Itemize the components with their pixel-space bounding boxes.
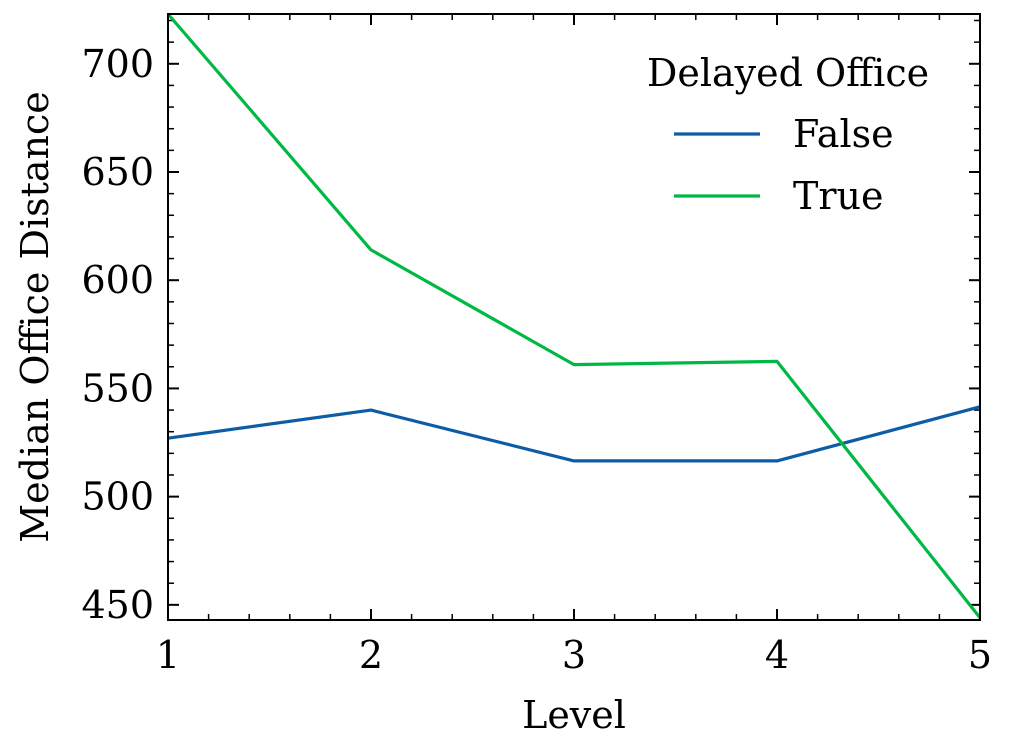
y-tick-label: 700	[81, 42, 154, 86]
y-tick-label: 550	[81, 366, 154, 410]
y-tick-label: 500	[81, 475, 154, 519]
x-tick-label: 2	[359, 633, 383, 677]
legend-label-true: True	[793, 174, 883, 218]
legend: Delayed Office False True	[647, 51, 929, 218]
y-axis-title: Median Office Distance	[13, 91, 57, 543]
series-line-false	[167, 405, 981, 463]
major-ticks	[167, 14, 981, 620]
legend-entries: False True	[674, 112, 894, 218]
series-line-true	[166, 12, 982, 619]
y-tick-label: 650	[81, 150, 154, 194]
x-axis-title: Level	[522, 693, 626, 737]
x-tick-label: 4	[765, 633, 789, 677]
x-tick-label: 5	[968, 633, 992, 677]
tick-labels: 1 2 3 4 5 450 500 550 600 650 700	[81, 42, 992, 677]
x-tick-label: 1	[156, 633, 180, 677]
plot-frame	[167, 13, 981, 621]
legend-label-false: False	[793, 112, 894, 156]
x-tick-label: 3	[562, 633, 586, 677]
y-tick-label: 450	[81, 583, 154, 627]
minor-ticks	[168, 14, 980, 620]
legend-title: Delayed Office	[647, 51, 929, 95]
y-tick-label: 600	[81, 258, 154, 302]
series-lines	[166, 12, 982, 619]
